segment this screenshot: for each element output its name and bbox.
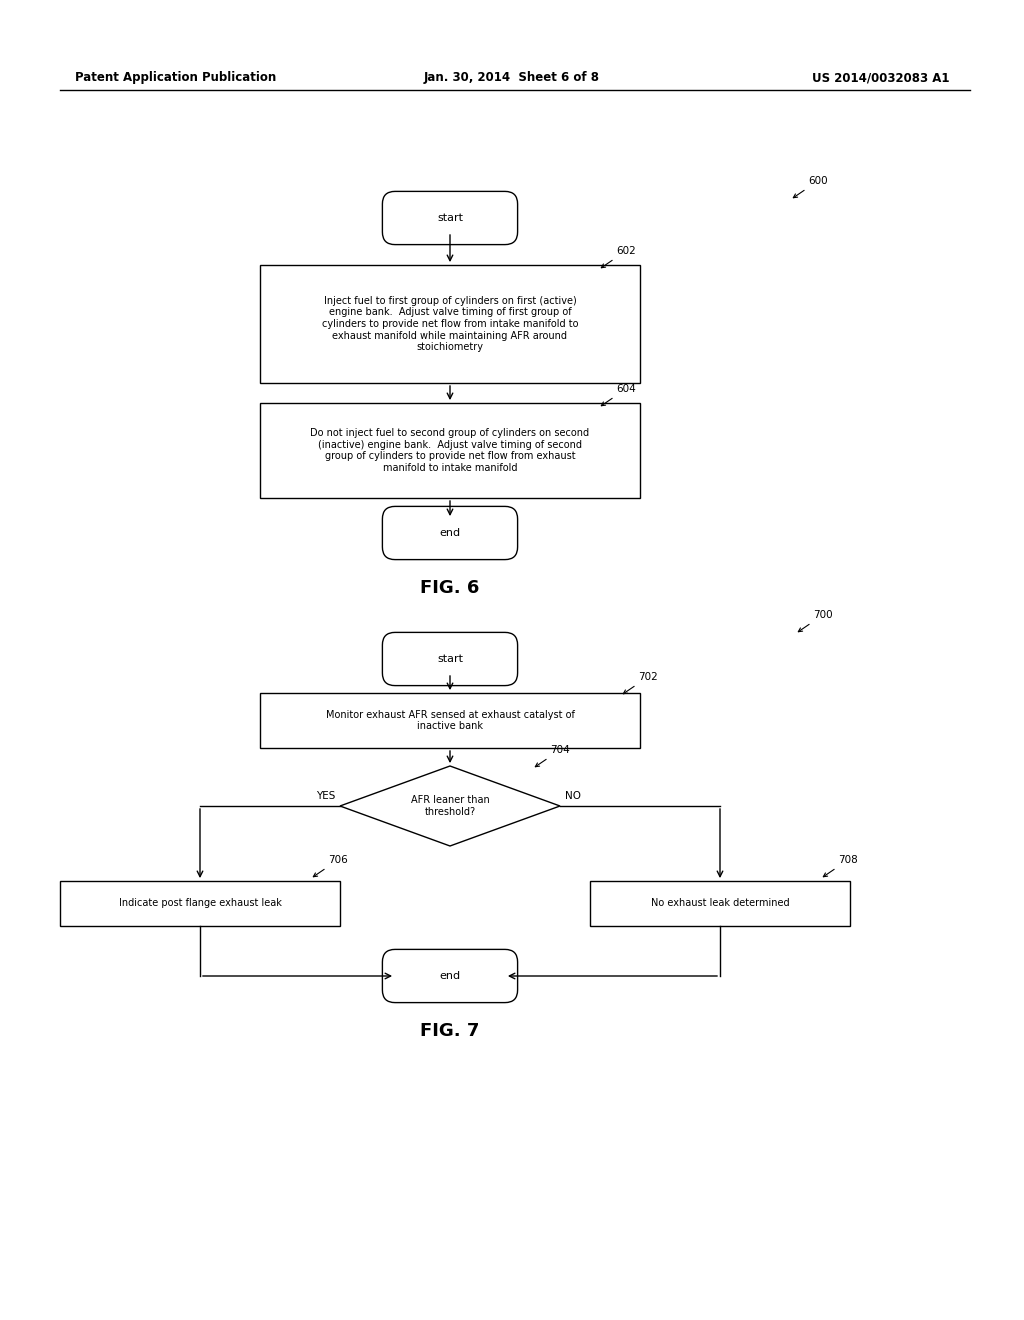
Bar bbox=[260, 693, 640, 748]
Text: YES: YES bbox=[315, 791, 335, 801]
Text: start: start bbox=[437, 653, 463, 664]
Text: 700: 700 bbox=[799, 610, 833, 632]
Text: AFR leaner than
threshold?: AFR leaner than threshold? bbox=[411, 795, 489, 817]
FancyBboxPatch shape bbox=[382, 191, 517, 244]
Text: 602: 602 bbox=[601, 246, 636, 268]
Text: 704: 704 bbox=[536, 744, 569, 767]
Text: FIG. 6: FIG. 6 bbox=[420, 579, 479, 597]
Bar bbox=[590, 880, 850, 927]
Text: US 2014/0032083 A1: US 2014/0032083 A1 bbox=[812, 71, 950, 84]
Polygon shape bbox=[340, 766, 560, 846]
FancyBboxPatch shape bbox=[382, 632, 517, 685]
Text: Monitor exhaust AFR sensed at exhaust catalyst of
inactive bank: Monitor exhaust AFR sensed at exhaust ca… bbox=[326, 710, 574, 731]
Text: No exhaust leak determined: No exhaust leak determined bbox=[650, 899, 790, 908]
Text: Patent Application Publication: Patent Application Publication bbox=[75, 71, 276, 84]
FancyBboxPatch shape bbox=[382, 949, 517, 1003]
Text: 708: 708 bbox=[823, 855, 858, 876]
Text: Jan. 30, 2014  Sheet 6 of 8: Jan. 30, 2014 Sheet 6 of 8 bbox=[424, 71, 600, 84]
Text: end: end bbox=[439, 528, 461, 539]
Text: Do not inject fuel to second group of cylinders on second
(inactive) engine bank: Do not inject fuel to second group of cy… bbox=[310, 428, 590, 473]
Text: Indicate post flange exhaust leak: Indicate post flange exhaust leak bbox=[119, 899, 282, 908]
FancyBboxPatch shape bbox=[382, 507, 517, 560]
Text: 702: 702 bbox=[624, 672, 657, 694]
Text: Inject fuel to first group of cylinders on first (active)
engine bank.  Adjust v: Inject fuel to first group of cylinders … bbox=[322, 296, 579, 352]
Text: end: end bbox=[439, 972, 461, 981]
Text: 706: 706 bbox=[313, 855, 348, 876]
Text: start: start bbox=[437, 213, 463, 223]
Bar bbox=[260, 403, 640, 498]
Text: 600: 600 bbox=[794, 176, 827, 198]
Text: NO: NO bbox=[565, 791, 581, 801]
Text: 604: 604 bbox=[601, 384, 636, 405]
Bar bbox=[260, 265, 640, 383]
Text: FIG. 7: FIG. 7 bbox=[420, 1022, 479, 1040]
Bar bbox=[60, 880, 340, 927]
